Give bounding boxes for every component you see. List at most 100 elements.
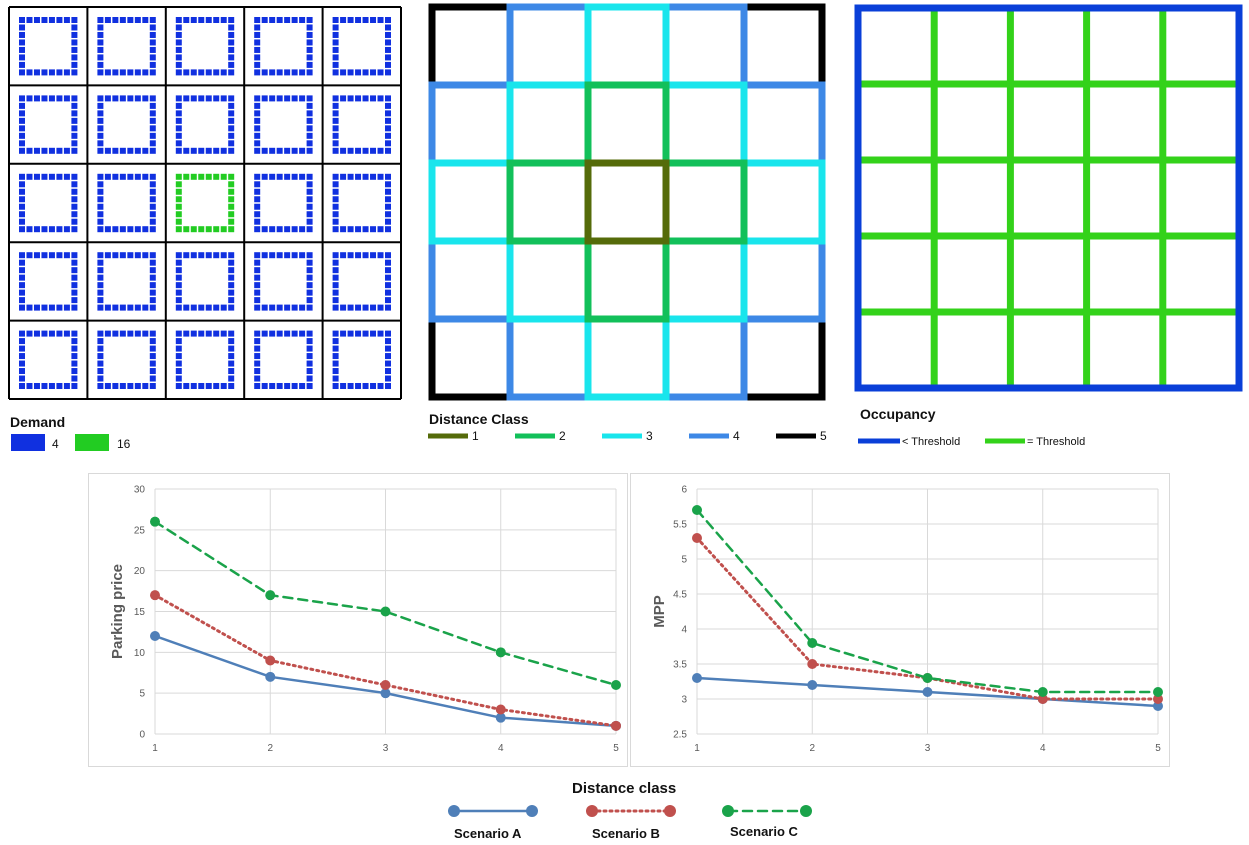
- occupancy-legend-label-equal: = Threshold: [1027, 436, 1085, 448]
- legend-marker-scenario-b: [664, 805, 676, 817]
- series-line-scenario-c: [153, 520, 618, 687]
- demand-cell: [175, 17, 235, 76]
- demand-cell: [332, 252, 391, 311]
- demand-legend-swatch-high: [75, 434, 109, 451]
- demand-cell: [254, 330, 313, 389]
- x-axis-title: Distance class: [572, 780, 677, 797]
- demand-cell: [254, 95, 313, 154]
- legend-label-scenario-b: Scenario B: [592, 826, 660, 841]
- y-tick-label: 4: [681, 625, 687, 636]
- data-point-scenario-a: [150, 631, 160, 641]
- distance-class-legend-label-5: 5: [820, 429, 827, 443]
- demand-cell: [254, 252, 313, 311]
- demand-legend-label-high: 16: [117, 437, 131, 451]
- demand-cell: [332, 95, 391, 154]
- data-point-scenario-a: [922, 687, 933, 697]
- demand-cell: [175, 252, 235, 311]
- demand-legend-label-low: 4: [52, 437, 59, 451]
- data-point-scenario-c: [611, 680, 621, 690]
- demand-cell: [332, 330, 391, 389]
- data-point-scenario-a: [265, 671, 276, 682]
- distance-class-grid: [428, 3, 826, 401]
- x-tick-label: 3: [383, 743, 389, 754]
- mpp-chart-frame: 2.5 3 3.5 4 4.5 5 5.5 6 1 2 3 4 5 MPP: [630, 473, 1170, 767]
- y-tick-label: 2.5: [673, 730, 687, 741]
- data-point-scenario-b: [611, 720, 621, 731]
- demand-cell: [332, 173, 391, 233]
- data-point-scenario-a: [380, 688, 391, 699]
- demand-cell: [19, 95, 78, 154]
- data-point-scenario-b: [265, 655, 276, 666]
- y-tick-label: 25: [134, 525, 146, 536]
- data-point-scenario-a: [495, 712, 506, 723]
- legend-label-scenario-a: Scenario A: [454, 826, 522, 841]
- demand-cell: [97, 330, 156, 389]
- demand-cell: [254, 173, 313, 233]
- data-point-scenario-c: [495, 647, 506, 658]
- distance-class-legend-label-2: 2: [559, 429, 566, 443]
- data-point-scenario-b: [380, 680, 391, 690]
- legend-marker-scenario-a: [448, 805, 460, 817]
- y-tick-label: 4.5: [673, 590, 687, 601]
- data-point-scenario-b: [150, 590, 160, 601]
- legend-marker-scenario-a: [526, 805, 538, 817]
- demand-cell: [175, 173, 235, 233]
- data-point-scenario-a: [1153, 701, 1163, 711]
- y-tick-label: 5: [681, 555, 687, 566]
- occupancy-legend-label-below: < Threshold: [902, 436, 960, 448]
- legend-marker-scenario-b: [586, 805, 598, 817]
- demand-cell: [175, 330, 235, 389]
- y-tick-label: 30: [134, 485, 146, 496]
- distance-class-legend: 1 2 3 4 5: [428, 429, 827, 443]
- distance-class-legend-label-1: 1: [472, 429, 479, 443]
- distance-class-legend-label-3: 3: [646, 429, 653, 443]
- demand-cell: [19, 17, 78, 76]
- demand-grid: [8, 6, 402, 400]
- demand-legend-swatch-low: [11, 434, 45, 451]
- legend-marker-scenario-c: [722, 805, 734, 817]
- y-tick-label: 0: [139, 730, 145, 741]
- data-point-scenario-b: [1037, 694, 1048, 704]
- data-point-scenario-c: [922, 673, 933, 683]
- data-point-scenario-a: [807, 680, 818, 690]
- y-tick-label: 5: [139, 689, 145, 700]
- mpp-chart: 2.5 3 3.5 4 4.5 5 5.5 6 1 2 3 4 5 MPP: [651, 485, 1163, 754]
- demand-cell: [19, 252, 78, 311]
- y-tick-label: 15: [134, 607, 146, 618]
- data-point-scenario-b: [807, 659, 818, 669]
- legend-marker-scenario-c: [800, 805, 812, 817]
- occupancy-legend-title: Occupancy: [860, 406, 936, 422]
- series-line-scenario-c: [695, 508, 1160, 694]
- demand-cell: [19, 173, 78, 233]
- data-point-scenario-c: [150, 516, 160, 527]
- demand-cell: [254, 17, 313, 76]
- data-point-scenario-c: [807, 638, 818, 648]
- x-tick-label: 4: [498, 743, 504, 754]
- y-tick-label: 5.5: [673, 520, 687, 531]
- series-line-scenario-b: [153, 593, 618, 728]
- y-tick-label: 6: [681, 485, 687, 496]
- x-tick-label: 2: [809, 743, 815, 754]
- occupancy-edge-below-threshold: [854, 4, 1243, 392]
- demand-cell: [19, 330, 78, 389]
- data-point-scenario-c: [1153, 687, 1163, 697]
- x-tick-label: 5: [1155, 743, 1161, 754]
- distance-class-legend-title: Distance Class: [429, 411, 529, 427]
- data-point-scenario-c: [380, 606, 391, 617]
- demand-legend-title: Demand: [10, 414, 66, 430]
- x-tick-label: 4: [1040, 743, 1046, 754]
- x-tick-label: 5: [613, 743, 619, 754]
- data-point-scenario-c: [1037, 687, 1048, 697]
- x-tick-label: 1: [152, 743, 158, 754]
- scenario-legend: [448, 805, 812, 817]
- data-point-scenario-c: [692, 505, 702, 515]
- y-axis-title: Parking price: [109, 564, 126, 659]
- distance-class-legend-label-4: 4: [733, 429, 740, 443]
- demand-cell: [97, 17, 156, 76]
- occupancy-grid: [854, 4, 1243, 392]
- parking-price-chart: 0 5 10 15 20 25 30 1 2 3 4 5 Parking price: [109, 485, 621, 754]
- demand-cell: [97, 95, 156, 154]
- parking-price-chart-frame: 0 5 10 15 20 25 30 1 2 3 4 5 Parking price: [88, 473, 628, 767]
- legend-label-scenario-c: Scenario C: [730, 824, 798, 839]
- demand-cell: [332, 17, 391, 76]
